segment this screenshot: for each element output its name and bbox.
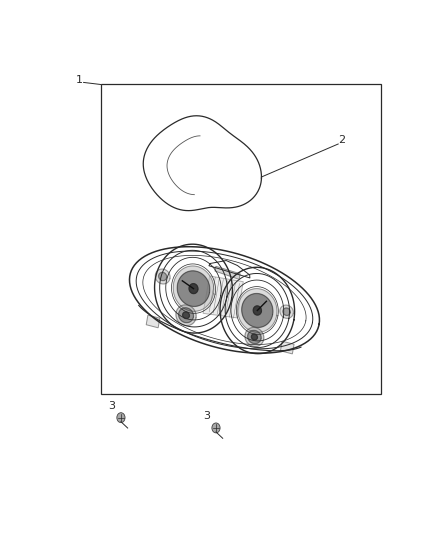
Polygon shape: [173, 266, 214, 311]
Polygon shape: [242, 294, 273, 327]
Polygon shape: [247, 330, 261, 344]
Polygon shape: [146, 315, 160, 328]
Text: 3: 3: [203, 411, 210, 421]
Text: 2: 2: [338, 135, 345, 145]
Bar: [101, 84, 381, 394]
Polygon shape: [203, 276, 243, 318]
Polygon shape: [245, 327, 264, 346]
Polygon shape: [238, 289, 277, 333]
Polygon shape: [251, 334, 258, 340]
Polygon shape: [280, 305, 293, 318]
Polygon shape: [283, 308, 290, 316]
Polygon shape: [189, 284, 198, 294]
Circle shape: [117, 413, 125, 423]
Circle shape: [212, 423, 220, 433]
Polygon shape: [155, 269, 170, 284]
Polygon shape: [159, 272, 167, 281]
Polygon shape: [280, 341, 294, 354]
Polygon shape: [179, 308, 194, 322]
Polygon shape: [253, 306, 261, 315]
Polygon shape: [215, 266, 240, 279]
Text: 3: 3: [108, 401, 115, 411]
Polygon shape: [183, 312, 189, 319]
Polygon shape: [177, 271, 210, 306]
Text: 1: 1: [76, 75, 83, 85]
Polygon shape: [176, 305, 196, 326]
